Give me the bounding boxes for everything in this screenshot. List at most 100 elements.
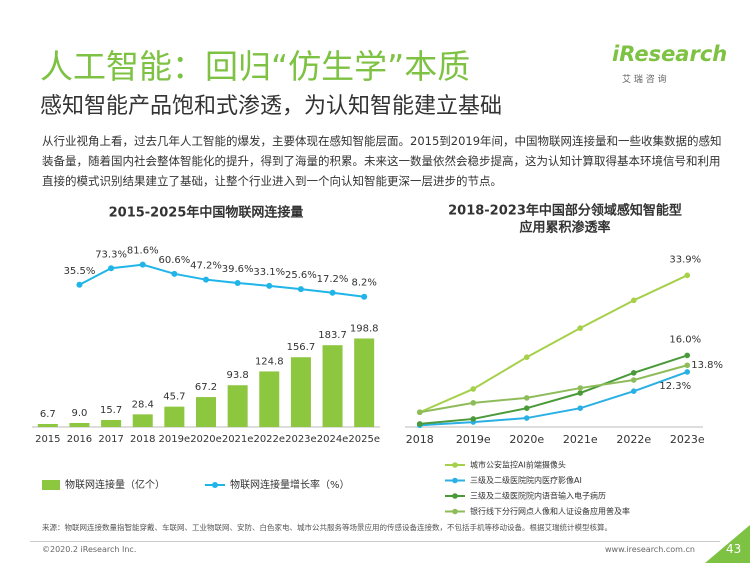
x-tick-label: 2016 [67, 434, 92, 445]
footer-rule [30, 541, 720, 542]
x-tick-label: 2020e [190, 434, 222, 445]
growth-point [139, 261, 146, 268]
legend-dot [212, 482, 218, 488]
source-note: 来源：物联网连接数量指智能穿戴、车联网、工业物联网、安防、白色家电、城市公共服务… [42, 523, 612, 532]
series-point [577, 405, 584, 412]
legend-label: 银行线下分行网点人像和人证设备应用普及率 [470, 506, 630, 516]
logo-brand: iResearch [612, 42, 728, 66]
x-tick-label: 2018 [406, 433, 434, 446]
x-tick-label: 2021e [222, 434, 254, 445]
series-point [684, 352, 691, 359]
growth-point [361, 293, 368, 300]
chart-title: 应用累积渗透率 [519, 220, 610, 236]
chart-title: 2015-2025年中国物联网连接量 [109, 205, 304, 221]
x-tick-label: 2022e [616, 433, 651, 446]
series-line [419, 274, 688, 414]
body-text: 从行业视角上看，过去几年人工智能的爆发，主要体现在感知智能层面。2015到201… [42, 134, 722, 188]
data-label: 17.2% [317, 274, 349, 285]
growth-point [329, 289, 336, 296]
x-tick-label: 2024e [317, 434, 349, 445]
legend-swatch [42, 480, 60, 490]
bar [227, 385, 248, 427]
data-label: 198.8 [350, 323, 379, 334]
x-tick-label: 2022e [253, 434, 285, 445]
data-label: 73.3% [95, 249, 127, 260]
series-point [630, 388, 637, 395]
series-point [523, 395, 530, 401]
growth-point [108, 265, 115, 272]
series-point [684, 362, 691, 369]
logo-chinese: 艾 瑞 咨 询 [622, 75, 667, 85]
series-point [470, 386, 477, 392]
data-label: 8.2% [351, 278, 376, 289]
bar [290, 357, 311, 427]
series-point [630, 297, 637, 304]
data-label: 81.6% [127, 246, 159, 257]
legend-dot [452, 508, 458, 515]
series-point [684, 272, 691, 279]
series-point [416, 421, 423, 427]
bar [196, 397, 216, 427]
legend-dot [452, 477, 458, 484]
growth-point [297, 286, 304, 293]
bar [37, 424, 58, 427]
x-tick-label: 2023e [670, 433, 705, 446]
data-label: 183.7 [318, 330, 347, 341]
page-number: 43 [726, 542, 742, 556]
data-label: 33.1% [253, 267, 285, 278]
series-point [630, 370, 637, 376]
bar [69, 422, 90, 427]
series-line [419, 364, 688, 414]
chart-title: 2018-2023年中国部分领域感知智能型 [448, 203, 682, 219]
bar [354, 338, 375, 427]
legend-label: 城市公安监控AI前端摄像头 [470, 460, 566, 470]
x-tick-label: 2015 [35, 434, 60, 445]
series-point [577, 385, 584, 391]
x-tick-label: 2019e [456, 433, 491, 446]
x-tick-label: 2017 [98, 434, 123, 445]
slide-title: 人工智能：回归“仿生学”本质 [40, 47, 471, 86]
series-point [470, 400, 477, 406]
series-point [523, 405, 530, 412]
data-label: 156.7 [287, 342, 316, 353]
series-line [419, 354, 688, 425]
data-label: 28.4 [132, 399, 154, 410]
bar [164, 406, 185, 427]
bar [259, 371, 280, 427]
series-line [419, 371, 688, 427]
data-label: 124.8 [255, 356, 284, 367]
data-label: 16.0% [669, 334, 701, 345]
data-label: 45.7 [163, 392, 185, 403]
data-label: 12.3% [659, 381, 691, 392]
series-point [577, 325, 584, 331]
x-tick-label: 2020e [509, 433, 544, 446]
data-label: 33.9% [669, 254, 701, 265]
copyright: ©2020.2 iResearch Inc. [42, 545, 137, 554]
data-label: 60.6% [158, 255, 190, 266]
legend-dot [452, 493, 458, 499]
series-point [684, 369, 691, 375]
data-label: 35.5% [64, 266, 96, 277]
bar [101, 420, 122, 427]
x-tick-label: 2019e [159, 434, 191, 445]
data-label: 67.2 [195, 382, 217, 393]
footer-url: www.iresearch.com.cn [605, 545, 695, 554]
growth-point [76, 281, 83, 288]
slide-subtitle: 感知智能产品饱和式渗透，为认知智能建立基础 [40, 94, 503, 119]
series-point [523, 415, 530, 421]
legend-label: 三级及二级医院院内语音输入电子病历 [470, 491, 606, 501]
data-label: 13.8% [691, 360, 723, 371]
series-point [577, 390, 584, 396]
x-tick-label: 2018 [130, 434, 155, 445]
data-label: 9.0 [72, 408, 88, 419]
x-tick-label: 2023e [285, 434, 317, 445]
data-label: 15.7 [100, 405, 122, 416]
growth-point [171, 270, 178, 277]
bar [132, 414, 153, 427]
series-point [523, 354, 530, 360]
bar [322, 345, 343, 427]
legend-label: 物联网连接量（亿个） [65, 478, 165, 491]
x-tick-label: 2021e [563, 433, 598, 446]
